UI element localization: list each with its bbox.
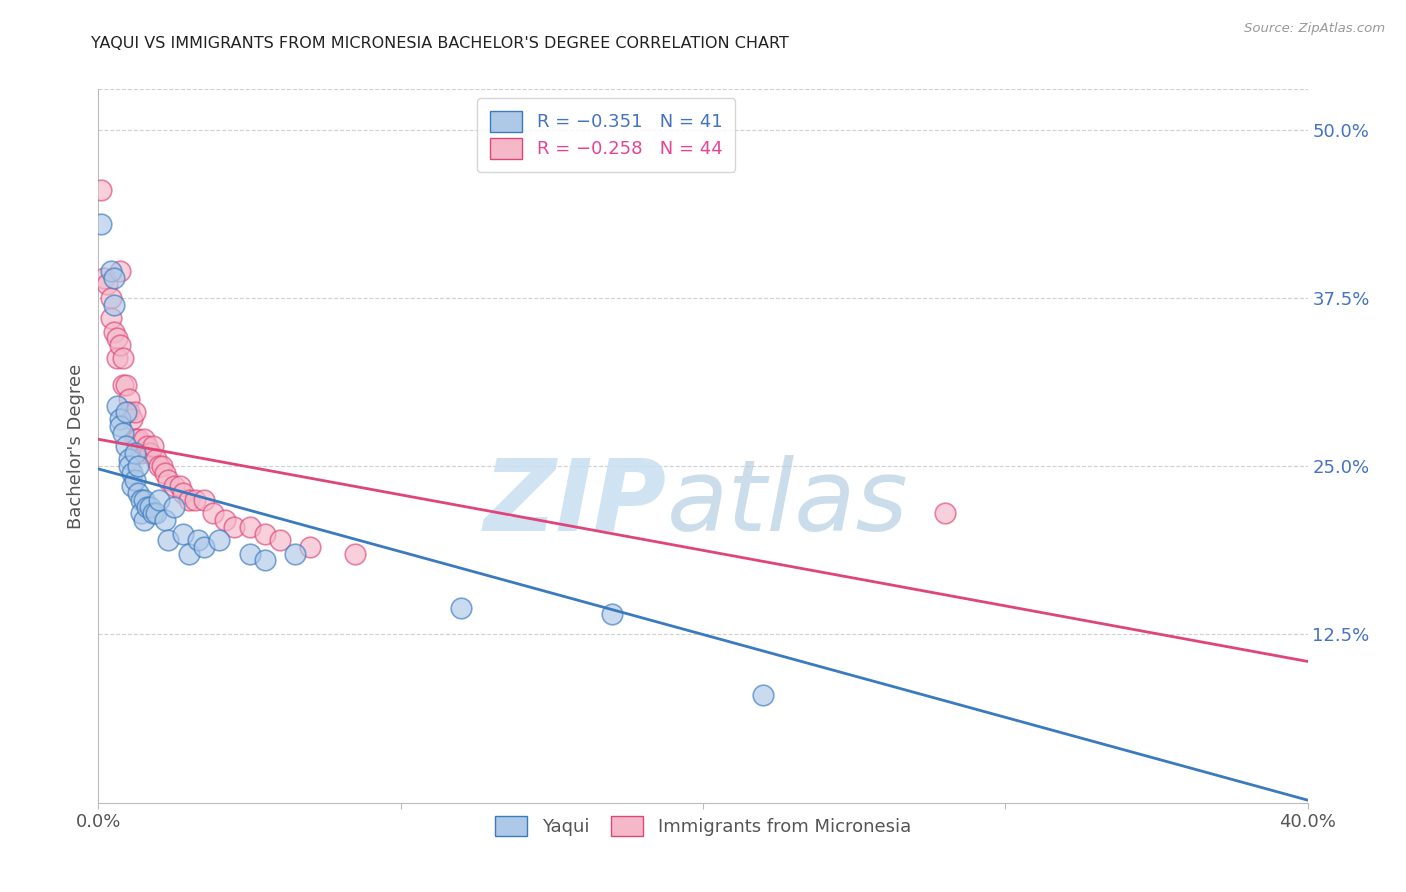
Point (108, 412, 131, 426)
Point (214, 513, 236, 527)
Point (135, 439, 157, 453)
Point (127, 486, 149, 500)
Point (139, 500, 162, 514)
Point (124, 405, 146, 419)
Point (344, 547, 367, 561)
Point (156, 473, 179, 487)
Point (129, 506, 152, 520)
Point (450, 600, 472, 615)
Point (121, 466, 143, 480)
Point (148, 459, 170, 474)
Point (269, 533, 291, 548)
Point (202, 506, 225, 520)
Point (752, 688, 775, 702)
Point (602, 607, 624, 622)
Point (193, 492, 215, 507)
Y-axis label: Bachelor's Degree: Bachelor's Degree (66, 363, 84, 529)
Point (132, 432, 155, 446)
Point (111, 425, 134, 440)
Point (163, 500, 186, 514)
Point (150, 459, 173, 474)
Point (127, 459, 149, 474)
Point (153, 466, 176, 480)
Point (103, 325, 125, 339)
Point (142, 506, 165, 520)
Point (114, 405, 136, 419)
Point (934, 506, 956, 520)
Text: ZIP: ZIP (484, 455, 666, 551)
Point (90, 183, 112, 197)
Point (179, 492, 201, 507)
Text: atlas: atlas (666, 455, 908, 551)
Point (148, 492, 170, 507)
Point (96, 277, 118, 292)
Point (124, 446, 146, 460)
Point (193, 540, 215, 554)
Point (239, 520, 262, 534)
Point (156, 533, 179, 548)
Point (118, 405, 141, 419)
Point (132, 513, 155, 527)
Point (100, 291, 122, 305)
Point (90, 217, 112, 231)
Point (284, 547, 307, 561)
Point (105, 399, 128, 413)
Point (103, 298, 125, 312)
Point (142, 439, 165, 453)
Point (253, 553, 276, 567)
Legend: Yaqui, Immigrants from Micronesia: Yaqui, Immigrants from Micronesia (484, 805, 922, 847)
Point (103, 270, 125, 285)
Point (299, 540, 322, 554)
Point (108, 418, 131, 433)
Point (105, 331, 128, 345)
Point (111, 378, 134, 392)
Point (118, 459, 141, 474)
Text: Source: ZipAtlas.com: Source: ZipAtlas.com (1244, 22, 1385, 36)
Point (100, 264, 122, 278)
Point (208, 533, 231, 548)
Point (121, 479, 143, 493)
Point (114, 439, 136, 453)
Point (145, 452, 167, 467)
Point (108, 264, 131, 278)
Point (118, 392, 141, 406)
Point (184, 492, 207, 507)
Point (124, 432, 146, 446)
Point (124, 473, 146, 487)
Point (187, 533, 209, 548)
Point (93, 270, 115, 285)
Point (100, 311, 122, 326)
Point (139, 446, 162, 460)
Point (129, 492, 152, 507)
Point (239, 547, 262, 561)
Point (105, 351, 128, 366)
Point (224, 520, 246, 534)
Point (111, 351, 134, 366)
Point (153, 513, 176, 527)
Point (114, 378, 136, 392)
Point (132, 492, 155, 507)
Point (172, 486, 194, 500)
Point (253, 526, 276, 541)
Point (129, 446, 152, 460)
Point (169, 479, 191, 493)
Point (118, 452, 141, 467)
Point (179, 547, 201, 561)
Point (121, 412, 143, 426)
Text: YAQUI VS IMMIGRANTS FROM MICRONESIA BACHELOR'S DEGREE CORRELATION CHART: YAQUI VS IMMIGRANTS FROM MICRONESIA BACH… (91, 36, 789, 51)
Point (145, 506, 167, 520)
Point (108, 338, 131, 352)
Point (135, 500, 157, 514)
Point (163, 479, 186, 493)
Point (172, 526, 194, 541)
Point (127, 432, 149, 446)
